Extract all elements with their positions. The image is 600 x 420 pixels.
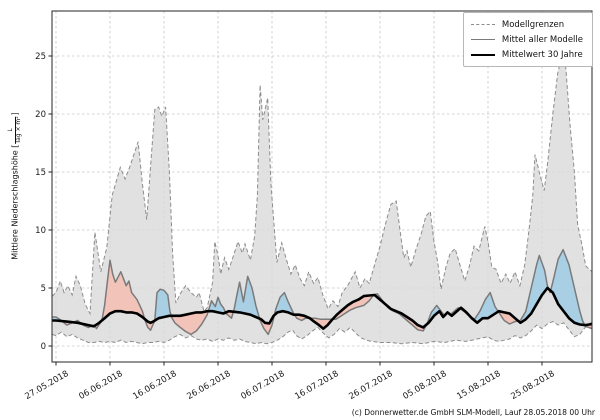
y-axis-unit-close: ] [10,112,20,116]
legend-label: Mittelwert 30 Jahre [501,49,583,60]
above-normal-area [154,289,172,321]
legend-item-mittelwert-30-jahre: Mittelwert 30 Jahre [470,47,583,62]
legend-item-mittel-aller-modelle: Mittel aller Modelle [470,32,583,47]
x-tick-label: 26.06.2018 [185,369,232,402]
above-normal-area [274,292,295,316]
model-upper-bound-line [52,52,592,316]
legend-item-modellgrenzen: Modellgrenzen [470,17,583,32]
x-tick-label: 27.05.2018 [23,369,70,402]
model-range-band [52,54,592,344]
y-axis-label-text: Mittlere Niederschlagshöhe [10,147,20,260]
below-normal-area [294,314,333,329]
black-line-sample-icon [470,53,495,56]
y-tick-label: 20 [35,110,46,120]
x-tick-label: 15.08.2018 [455,369,502,402]
model-lower-bound-line [52,321,592,345]
gray-line-sample-icon [470,39,495,40]
y-axis-unit-fraction: L Tag × m² [7,116,22,144]
legend-label: Mittel aller Modelle [501,34,583,45]
legend-label: Modellgrenzen [501,19,565,30]
below-normal-area [498,311,519,324]
above-normal-area [550,249,585,326]
plot-border [51,10,593,363]
x-tick-label: 06.07.2018 [239,369,286,402]
x-tick-label: 05.08.2018 [401,369,448,402]
y-tick-label: 15 [35,168,46,178]
y-axis-unit-denominator: Tag × m² [15,116,22,144]
y-axis-label: Mittlere Niederschlagshöhe [L Tag × m²] [7,112,22,260]
above-normal-area [518,255,551,323]
y-tick-label: 25 [35,52,46,62]
legend: Modellgrenzen Mittel aller Modelle Mitte… [462,12,593,67]
x-tick-label: 25.08.2018 [509,369,556,402]
mean-30y-line [52,286,592,330]
x-tick-label: 16.06.2018 [131,369,178,402]
x-tick-label: 06.06.2018 [77,369,124,402]
y-tick-label: 5 [41,284,46,294]
y-axis-unit-open: [ [10,144,20,148]
above-normal-area [208,297,226,314]
x-tick-label: 16.07.2018 [293,369,340,402]
copyright-text: (c) Donnerwetter.de GmbH SLM-Modell, Lau… [351,408,595,417]
y-tick-label: 0 [41,342,46,352]
y-tick-label: 10 [35,226,46,236]
below-normal-area [332,295,374,320]
x-tick-label: 26.07.2018 [347,369,394,402]
dashed-line-sample-icon [470,24,495,25]
below-normal-area [259,315,275,335]
